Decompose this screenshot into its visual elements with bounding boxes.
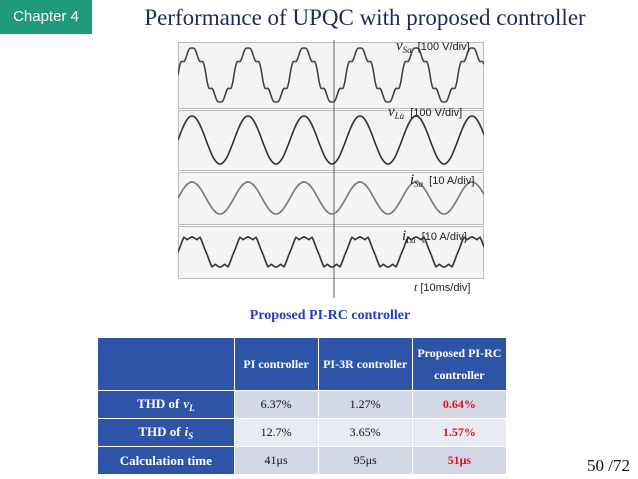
waveform — [178, 47, 484, 103]
cell: 51μs — [411, 446, 508, 475]
row-symbol: v — [183, 396, 190, 411]
trace-subscript: Sa — [414, 179, 424, 189]
cell: 12.7% — [233, 418, 319, 447]
time-label: t [10ms/div] — [414, 280, 470, 295]
column-header: PI controller — [233, 337, 319, 391]
scope-panel — [178, 226, 484, 279]
time-scale: [10ms/div] — [420, 282, 471, 294]
row-prefix: THD of — [138, 424, 181, 439]
trace-subscript: Sa — [402, 45, 412, 55]
table-row: THD of iS 12.7% 3.65% 1.57% — [97, 418, 508, 447]
chapter-badge: Chapter 4 — [0, 0, 92, 34]
table-row: THD of vL 6.37% 1.27% 0.64% — [97, 390, 508, 419]
waveform — [178, 115, 484, 165]
scope-panel — [178, 110, 484, 171]
cell: 1.57% — [411, 418, 508, 447]
trace-label: iSa [10 A/div] — [410, 172, 474, 189]
figure-caption: Proposed PI-RC controller — [249, 308, 411, 323]
cell: 6.37% — [233, 390, 319, 419]
cell: 3.65% — [317, 418, 413, 447]
corner-cell — [97, 337, 235, 391]
cell: 1.27% — [317, 390, 413, 419]
column-header: PI-3R controller — [317, 337, 413, 391]
cell: 41μs — [233, 446, 319, 475]
trace-subscript: La — [394, 111, 405, 121]
comparison-table: PI controller PI-3R controller Proposed … — [97, 337, 508, 475]
cell: 95μs — [317, 446, 413, 475]
trace-symbol: i — [410, 172, 415, 188]
trace-scale: [10 A/div] — [421, 231, 467, 243]
header-row: PI controller PI-3R controller Proposed … — [97, 337, 508, 391]
cell: 0.64% — [411, 390, 508, 419]
waveform — [178, 181, 484, 215]
trace-scale: [100 V/div] — [410, 107, 463, 119]
column-header: Proposed PI-RC controller — [411, 337, 508, 391]
trace-label: vLa [100 V/div] — [388, 104, 462, 121]
trace-symbol: v — [396, 38, 403, 54]
row-prefix: THD of — [137, 396, 180, 411]
scope-panel — [178, 172, 484, 225]
row-symbol: i — [184, 424, 189, 439]
waveform-figure — [178, 40, 484, 298]
trace-symbol: v — [388, 104, 395, 120]
trace-label: iLa [10 A/div] — [402, 228, 467, 245]
slide-title: Performance of UPQC with proposed contro… — [144, 5, 586, 30]
row-subscript: L — [189, 403, 195, 413]
trace-label: vSa [100 V/div] — [396, 38, 470, 55]
row-prefix: Calculation time — [119, 452, 212, 468]
waveform — [178, 236, 484, 268]
row-header: THD of vL — [97, 390, 235, 419]
trace-subscript: La — [406, 235, 416, 245]
time-symbol: t — [414, 280, 418, 294]
scope-panel — [178, 42, 484, 109]
row-subscript: S — [188, 431, 194, 441]
table-row: Calculation time 41μs 95μs 51μs — [97, 446, 508, 475]
trace-scale: [10 A/div] — [429, 175, 475, 187]
trace-scale: [100 V/div] — [417, 41, 470, 53]
trace-symbol: i — [402, 228, 407, 244]
row-header: THD of iS — [97, 418, 235, 447]
page-number: 50 /72 — [587, 456, 630, 475]
row-header: Calculation time — [97, 446, 235, 475]
